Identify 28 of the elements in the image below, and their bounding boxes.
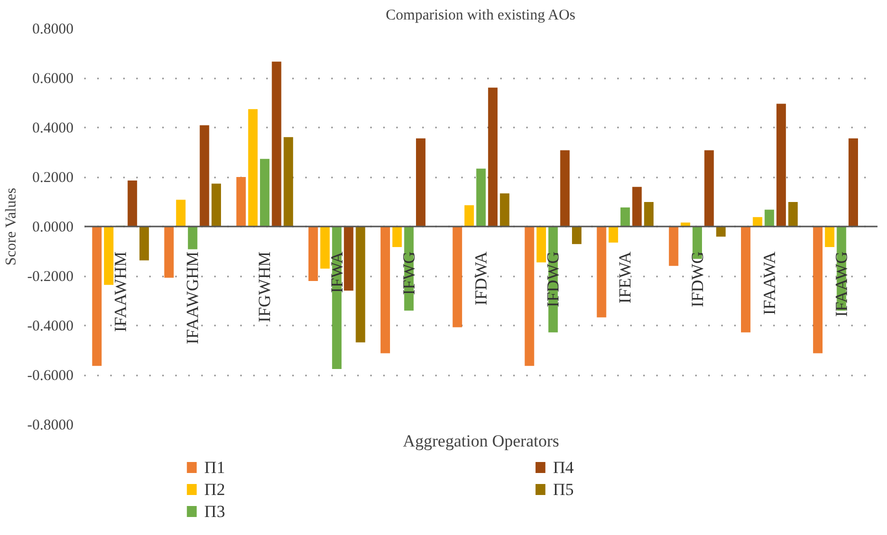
x-tick-label: IFDWG [544, 251, 563, 308]
y-tick-label: -0.2000 [27, 269, 74, 285]
legend-label: Π3 [204, 502, 226, 521]
y-tick-label: 0.0000 [32, 220, 74, 236]
y-tick-label: 0.2000 [32, 170, 74, 186]
x-tick-label: IFWA [327, 250, 346, 294]
y-tick-label: 0.4000 [32, 120, 74, 136]
x-tick-label: IFAAWGHM [183, 251, 202, 344]
legend-label: Π5 [552, 480, 574, 499]
legend-label: Π2 [204, 480, 226, 499]
x-axis-title: Aggregation Operators [402, 432, 560, 450]
chart-title: Comparision with existing AOs [386, 8, 576, 24]
x-tick-label: IFAAWA [760, 250, 779, 315]
y-tick-label: 0.8000 [32, 22, 74, 38]
x-tick-label: IFAAWHM [111, 252, 130, 332]
x-tick-label: IFGWHM [255, 251, 274, 322]
x-tick-label: IFAAWG [832, 251, 851, 317]
y-tick-label: 0.6000 [32, 71, 74, 87]
legend-label: Π1 [204, 458, 226, 477]
x-tick-label: IFWG [399, 251, 418, 295]
x-tick-label: IFDWA [472, 250, 490, 306]
y-axis-title: Score Values [3, 188, 20, 266]
x-tick-label: IFDWG [688, 251, 707, 308]
y-tick-label: -0.4000 [27, 318, 74, 334]
x-tick-label: IFEWA [616, 250, 635, 304]
y-tick-label: -0.6000 [27, 368, 74, 384]
y-tick-label: -0.8000 [27, 418, 74, 434]
legend-label: Π4 [552, 458, 574, 477]
